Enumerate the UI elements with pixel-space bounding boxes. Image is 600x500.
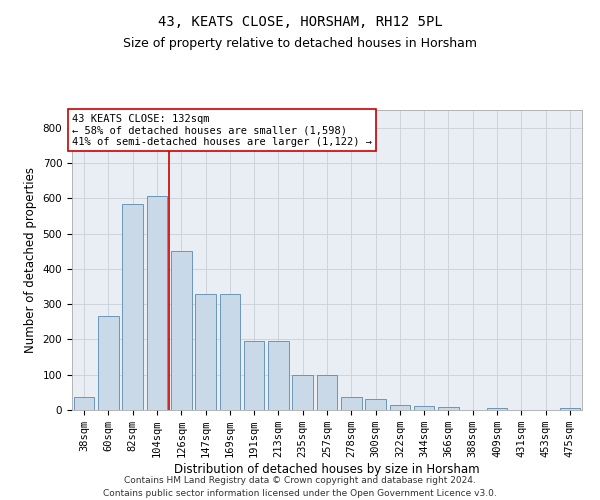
Bar — [365, 400, 386, 410]
Bar — [317, 374, 337, 410]
Bar — [389, 404, 410, 410]
Bar — [195, 294, 216, 410]
Text: Contains HM Land Registry data © Crown copyright and database right 2024.: Contains HM Land Registry data © Crown c… — [124, 476, 476, 485]
Bar — [268, 341, 289, 410]
Bar — [414, 406, 434, 410]
Bar — [438, 407, 459, 410]
Y-axis label: Number of detached properties: Number of detached properties — [24, 167, 37, 353]
X-axis label: Distribution of detached houses by size in Horsham: Distribution of detached houses by size … — [174, 463, 480, 476]
Bar — [341, 396, 362, 410]
Bar — [74, 396, 94, 410]
Text: 43, KEATS CLOSE, HORSHAM, RH12 5PL: 43, KEATS CLOSE, HORSHAM, RH12 5PL — [158, 15, 442, 29]
Bar — [98, 316, 119, 410]
Bar — [220, 294, 240, 410]
Text: Contains public sector information licensed under the Open Government Licence v3: Contains public sector information licen… — [103, 488, 497, 498]
Bar — [171, 251, 191, 410]
Bar — [244, 341, 265, 410]
Bar — [487, 408, 508, 410]
Bar — [292, 374, 313, 410]
Bar — [122, 204, 143, 410]
Bar — [146, 196, 167, 410]
Text: Size of property relative to detached houses in Horsham: Size of property relative to detached ho… — [123, 38, 477, 51]
Bar — [560, 408, 580, 410]
Text: 43 KEATS CLOSE: 132sqm
← 58% of detached houses are smaller (1,598)
41% of semi-: 43 KEATS CLOSE: 132sqm ← 58% of detached… — [72, 114, 372, 146]
